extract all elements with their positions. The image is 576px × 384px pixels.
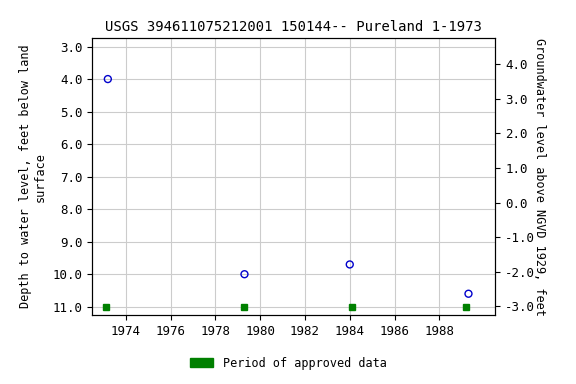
Legend: Period of approved data: Period of approved data <box>185 352 391 374</box>
Y-axis label: Depth to water level, feet below land
surface: Depth to water level, feet below land su… <box>19 45 47 308</box>
Point <box>464 291 473 297</box>
Point <box>345 262 354 268</box>
Title: USGS 394611075212001 150144-- Pureland 1-1973: USGS 394611075212001 150144-- Pureland 1… <box>105 20 482 35</box>
Y-axis label: Groundwater level above NGVD 1929, feet: Groundwater level above NGVD 1929, feet <box>533 38 546 316</box>
Point <box>240 271 249 277</box>
Point <box>103 76 112 82</box>
